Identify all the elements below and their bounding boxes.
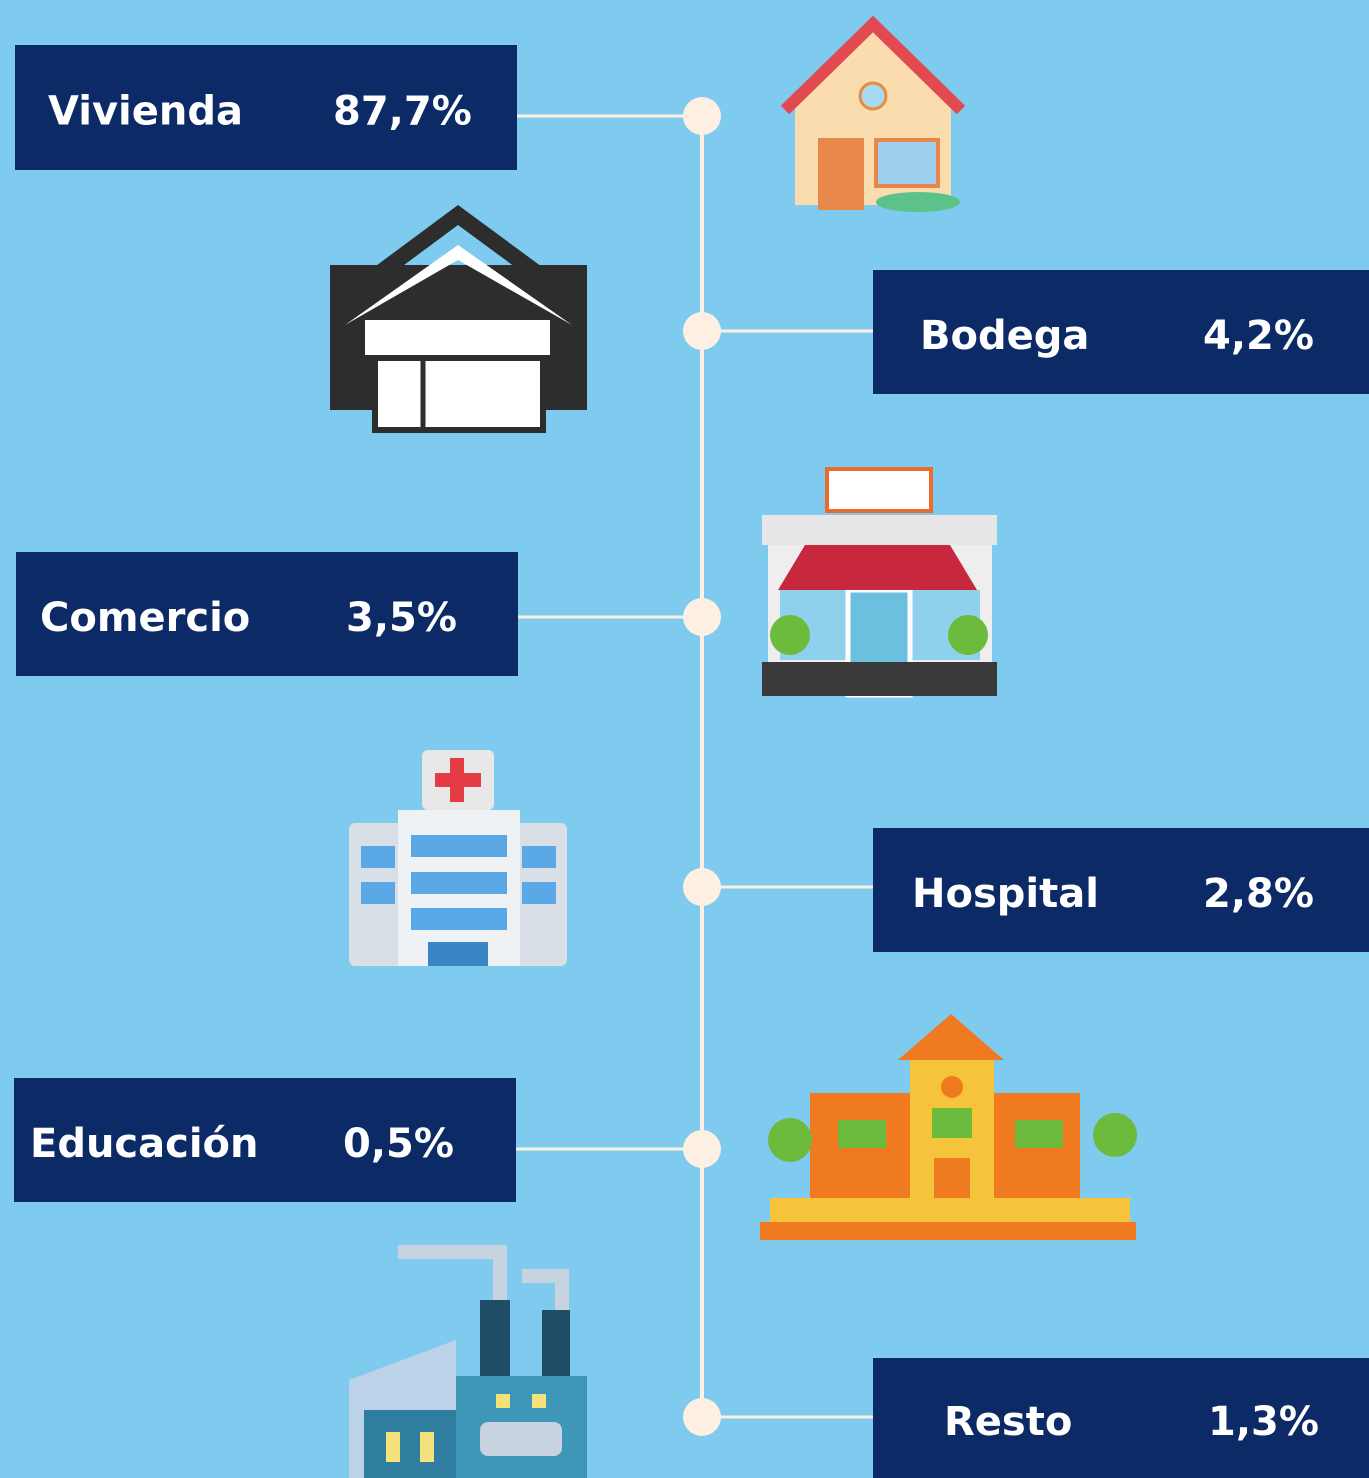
school-icon [760,1014,1137,1240]
item-label: Educación [30,1121,259,1167]
item-value: 87,7% [333,89,472,135]
item-value: 2,8% [1203,871,1314,917]
timeline-dot [683,1398,721,1436]
item-value: 0,5% [343,1121,454,1167]
infographic: Vivienda 87,7% Bodega 4,2% Comercio 3,5% Hospi… [0,0,1369,1478]
timeline-dot [683,868,721,906]
item-value: 1,3% [1208,1399,1319,1445]
timeline-dot [683,1130,721,1168]
house-icon [785,24,961,212]
factory-icon [349,1252,587,1478]
timeline-dot [683,598,721,636]
item-label: Bodega [920,313,1089,359]
bodega-icon [330,205,587,430]
item-label: Hospital [912,871,1099,917]
item-value: 4,2% [1203,313,1314,359]
timeline-dot [683,312,721,350]
timeline-dot [683,97,721,135]
item-value: 3,5% [346,595,457,641]
store-icon [762,469,997,696]
item-label: Vivienda [48,89,243,135]
hospital-icon [349,750,567,966]
page: Vivienda 87,7% Bodega 4,2% Comercio 3,5% Hospi… [0,0,1369,1478]
item-label: Comercio [40,595,250,641]
item-label: Resto [944,1399,1072,1445]
